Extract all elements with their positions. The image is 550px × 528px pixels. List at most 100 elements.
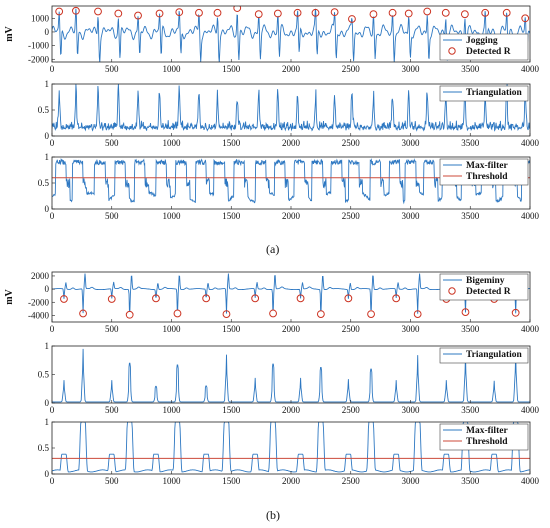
caption-a: (a) [266, 242, 280, 256]
x-tick-label: 2500 [342, 138, 361, 148]
detected-r-marker [413, 310, 422, 319]
x-tick-label: 3500 [461, 211, 480, 221]
x-tick-label: 2000 [282, 138, 301, 148]
detected-r-marker [175, 8, 184, 17]
detected-r-marker [202, 294, 211, 303]
x-tick-label: 500 [105, 476, 119, 486]
detected-r-marker [155, 9, 164, 18]
y-tick-label: 1 [45, 341, 50, 351]
x-tick-label: 2000 [282, 405, 301, 415]
legend-label: Jogging [466, 36, 498, 46]
detected-r-marker [94, 7, 102, 16]
x-tick-label: 500 [105, 64, 119, 74]
plot-area [52, 6, 530, 62]
detected-r-marker [423, 7, 432, 16]
legend-label: Triangulation [466, 88, 522, 98]
y-tick-label: -2000 [28, 297, 49, 307]
x-tick-label: 2000 [282, 476, 301, 486]
x-tick-label: 1000 [163, 138, 182, 148]
y-tick-label: 0 [45, 204, 50, 214]
x-tick-label: 0 [50, 405, 55, 415]
x-tick-label: 2500 [342, 405, 361, 415]
x-tick-label: 1500 [222, 405, 241, 415]
chart-a1: 0 500 1000 1500 2000 2500 3000 3500 4000 -2000 -10… [4, 5, 540, 74]
x-tick-label: 2500 [342, 324, 361, 334]
legend-label: Bigeminy [466, 276, 505, 286]
detected-r-marker [152, 294, 160, 303]
y-tick-label: 0 [45, 469, 50, 479]
x-tick-label: 1000 [163, 476, 182, 486]
x-tick-label: 4000 [521, 476, 540, 486]
detected-r-marker [125, 310, 134, 319]
x-tick-label: 0 [50, 211, 55, 221]
detected-r-marker [461, 308, 470, 317]
y-tick-label: 2000 [31, 271, 50, 281]
detected-r-marker [269, 309, 277, 318]
legend-label: Max-filter [466, 426, 508, 436]
detected-r-marker [311, 8, 320, 17]
detected-r-marker [222, 310, 231, 319]
legend-label: Detected R [466, 47, 511, 57]
y-tick-label: 0 [45, 27, 50, 37]
x-tick-label: 4000 [521, 405, 540, 415]
x-tick-label: 3000 [402, 64, 421, 74]
x-tick-label: 1000 [163, 405, 182, 415]
x-tick-label: 4000 [521, 324, 540, 334]
x-tick-label: 3000 [402, 211, 421, 221]
legend-box [439, 347, 529, 364]
detected-r-marker [251, 294, 260, 303]
detected-r-marker [330, 8, 339, 17]
x-tick-label: 4000 [521, 138, 540, 148]
x-tick-label: 3500 [461, 476, 480, 486]
legend: Triangulation [439, 85, 529, 102]
legend-box [439, 33, 529, 61]
detected-r-marker [79, 309, 87, 318]
detected-r-marker [254, 10, 263, 19]
detected-r-marker [392, 294, 401, 303]
x-tick-label: 2000 [282, 211, 301, 221]
x-tick-label: 4000 [521, 211, 540, 221]
x-tick-label: 2500 [342, 476, 361, 486]
legend-label: Threshold [466, 172, 508, 182]
x-tick-label: 1500 [222, 324, 241, 334]
legend-box [439, 158, 529, 186]
legend-label: Triangulation [466, 350, 522, 360]
x-tick-label: 1000 [163, 324, 182, 334]
y-tick-label: 0.5 [38, 105, 50, 115]
x-tick-label: 500 [105, 138, 119, 148]
x-tick-label: 4000 [521, 64, 540, 74]
y-tick-label: 1000 [31, 13, 50, 23]
detected-r-marker [481, 8, 490, 17]
legend-label: Max-filter [466, 161, 508, 171]
chart-a2: 0 500 1000 1500 2000 2500 3000 3500 4000 0 0.5 1 Tri… [38, 79, 540, 148]
x-tick-label: 2500 [342, 211, 361, 221]
y-tick-label: 0.5 [38, 370, 50, 380]
y-tick-label: -2000 [28, 54, 49, 64]
detected-r-marker [511, 308, 520, 317]
y-tick-label: 0 [45, 131, 50, 141]
detected-r-marker [107, 295, 116, 303]
x-tick-label: 500 [105, 324, 119, 334]
x-tick-label: 2500 [342, 64, 361, 74]
detected-r-marker [134, 11, 142, 20]
legend-label: Detected R [466, 287, 511, 297]
y-tick-label: 1 [45, 79, 50, 89]
x-tick-label: 1500 [222, 64, 241, 74]
x-tick-label: 1000 [163, 211, 182, 221]
chart-b1: 0 500 1000 1500 2000 2500 3000 3500 4000 -4000 -20… [4, 271, 540, 334]
x-tick-label: 3500 [461, 405, 480, 415]
chart-b2: 0 500 1000 1500 2000 2500 3000 3500 4000 0 0.5 1 Tri… [38, 341, 540, 415]
legend-marker [448, 287, 456, 295]
detected-r-marker [344, 294, 353, 303]
detected-r-marker [273, 9, 282, 18]
legend-box [439, 423, 529, 451]
legend-box [439, 85, 529, 102]
x-tick-label: 0 [50, 64, 55, 74]
y-tick-label: 0.5 [38, 178, 50, 188]
x-tick-label: 1500 [222, 211, 241, 221]
detected-r-marker [233, 6, 242, 12]
